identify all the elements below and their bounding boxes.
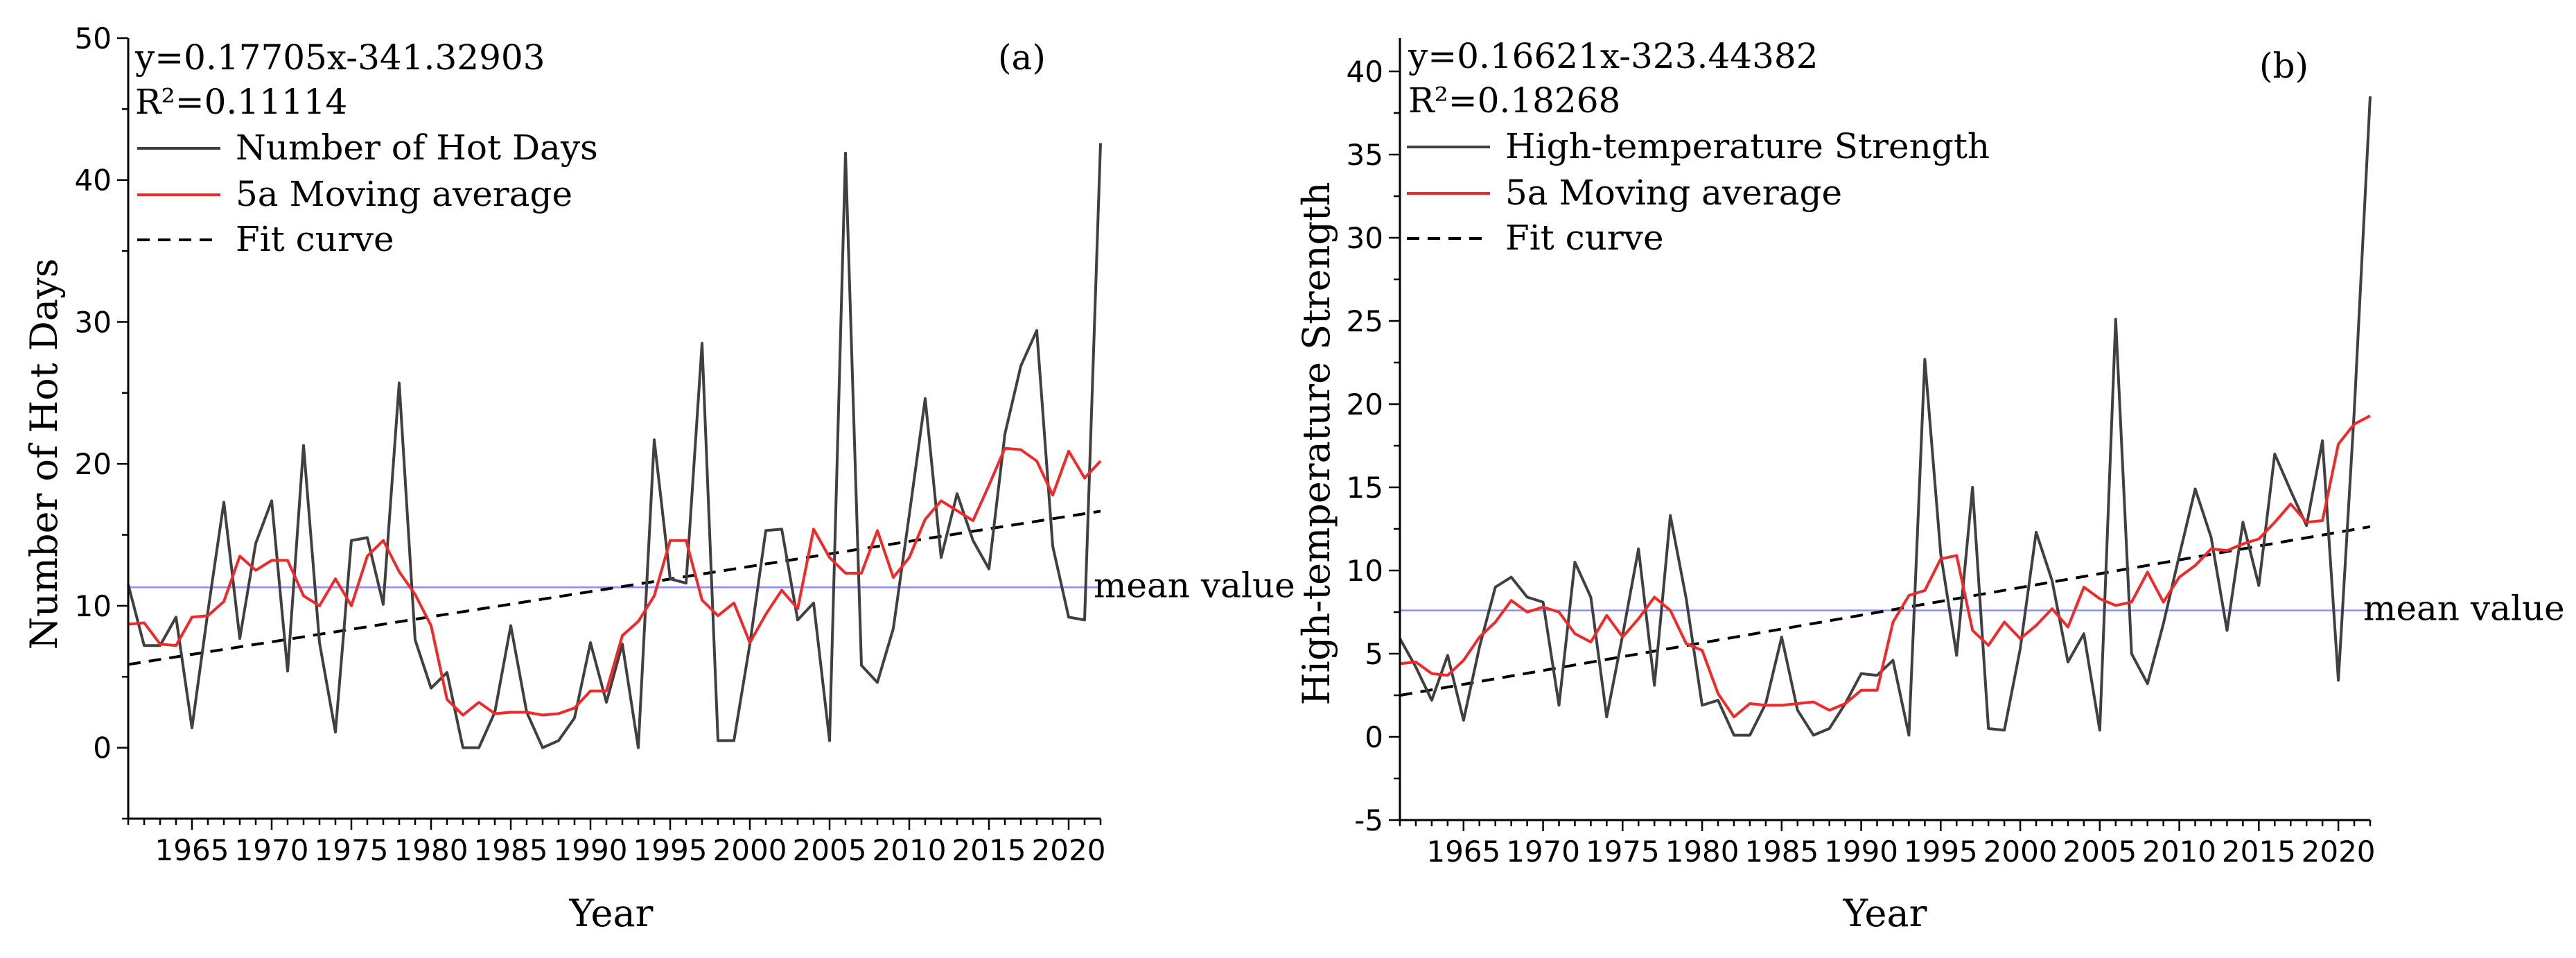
chart-a-x-tick-label: 1980 xyxy=(394,833,468,867)
chart-a-legend-label-observed: Number of Hot Days xyxy=(236,128,598,168)
chart-b-legend-label-moving-average: 5a Moving average xyxy=(1505,173,1842,213)
chart-a-series-observed xyxy=(127,143,1102,749)
chart-a-x-tick-label: 2015 xyxy=(952,833,1026,867)
chart-a-legend-label-moving-average: 5a Moving average xyxy=(236,174,572,214)
chart-a-x-tick-label: 2000 xyxy=(713,833,787,867)
chart-a-y-axis-title: Number of Hot Days xyxy=(22,259,66,650)
chart-b-series-moving-average xyxy=(1399,415,2371,719)
chart-b-mean-label: mean value xyxy=(2363,589,2565,629)
chart-a-r-squared: R²=0.11114 xyxy=(135,82,347,122)
chart-b-legend: High-temperature Strength 5a Moving aver… xyxy=(1407,126,1990,258)
chart-b-x-tick-label: 1975 xyxy=(1586,835,1660,869)
chart-b-y-tick-label: -5 xyxy=(1354,803,1383,837)
chart-a-x-tick-label: 1990 xyxy=(554,833,628,867)
chart-b-x-tick-label: 1980 xyxy=(1665,835,1740,869)
chart-b-x-tick-label: 1985 xyxy=(1744,835,1819,869)
chart-a-x-tick-label: 1975 xyxy=(315,833,389,867)
chart-a-y-tick-label: 10 xyxy=(75,589,112,623)
chart-b-x-axis-title: Year xyxy=(1843,891,1927,935)
chart-b-series-observed xyxy=(1399,96,2372,737)
chart-a-x-tick-label: 1985 xyxy=(474,833,548,867)
chart-a-x-tick-label: 2005 xyxy=(793,833,867,867)
chart-a-legend: Number of Hot Days 5a Moving average Fit… xyxy=(137,128,598,259)
chart-b-x-tick-label: 1990 xyxy=(1824,835,1898,869)
chart-b-x-tick-label: 2015 xyxy=(2222,835,2296,869)
chart-a-panel-label: (a) xyxy=(998,37,1046,78)
chart-b-y-tick-label: 5 xyxy=(1365,637,1383,671)
chart-b-y-tick-label: 20 xyxy=(1347,387,1383,421)
chart-b-x-tick-label: 1970 xyxy=(1506,835,1580,869)
chart-a-x-tick-label: 1965 xyxy=(155,833,229,867)
chart-a-y-tick-label: 0 xyxy=(93,731,112,765)
chart-a-legend-label-fit: Fit curve xyxy=(236,219,394,259)
chart-b-legend-label-fit: Fit curve xyxy=(1505,218,1664,258)
chart-b-y-axis-title: High-temperature Strength xyxy=(1295,182,1338,705)
chart-b-y-tick-label: 35 xyxy=(1347,138,1383,172)
chart-b-x-tick-label: 1965 xyxy=(1426,835,1500,869)
chart-b-legend-label-observed: High-temperature Strength xyxy=(1505,126,1990,166)
chart-a-y-tick-label: 40 xyxy=(75,164,112,198)
chart-b-y-tick-label: 40 xyxy=(1347,55,1383,89)
chart-b-x-tick-label: 2005 xyxy=(2062,835,2137,869)
chart-b-y-tick-label: 0 xyxy=(1365,720,1383,754)
chart-b-x-tick-label: 1995 xyxy=(1904,835,1978,869)
chart-a-x-axis-title: Year xyxy=(569,891,654,935)
chart-b-r-squared: R²=0.18268 xyxy=(1408,80,1620,121)
chart-a-y-tick-label: 20 xyxy=(75,447,112,481)
chart-b-equation: y=0.16621x-323.44382 xyxy=(1408,36,1819,76)
chart-a-x-tick-label: 2010 xyxy=(873,833,947,867)
chart-a-equation: y=0.17705x-341.32903 xyxy=(134,37,545,78)
chart-b-fit-line xyxy=(1399,525,2371,697)
chart-b-panel-label: (b) xyxy=(2259,46,2308,86)
chart-a-x-tick-label: 1970 xyxy=(235,833,309,867)
chart-a-x-tick-label: 2020 xyxy=(1032,833,1106,867)
chart-a-grid-ticks: 1965 1970 1975 1980 1985 1990 1995 2000 2005 2010… xyxy=(75,21,1106,867)
chart-a-mean-label: mean value xyxy=(1094,565,1295,605)
chart-a-y-tick-label: 30 xyxy=(75,305,112,339)
chart-b-y-tick-label: 15 xyxy=(1347,471,1383,505)
chart-b-y-tick-label: 30 xyxy=(1347,221,1383,255)
chart-b: 1965 1970 1975 1980 1985 1990 1995 2000 2005 2010… xyxy=(1295,36,2565,935)
chart-a-x-tick-label: 1995 xyxy=(633,833,708,867)
chart-b-x-tick-label: 2020 xyxy=(2302,835,2376,869)
chart-b-x-tick-label: 2000 xyxy=(1983,835,2058,869)
chart-b-y-tick-label: 10 xyxy=(1347,554,1383,588)
chart-a: 1965 1970 1975 1980 1985 1990 1995 2000 2005 2010… xyxy=(22,21,1295,935)
chart-a-y-tick-label: 50 xyxy=(75,21,112,55)
chart-b-y-tick-label: 25 xyxy=(1347,304,1383,338)
chart-b-x-tick-label: 2010 xyxy=(2142,835,2216,869)
chart-a-series-moving-average xyxy=(128,446,1102,717)
chart-b-grid-ticks: 1965 1970 1975 1980 1985 1990 1995 2000 2005 2010… xyxy=(1347,55,2376,869)
